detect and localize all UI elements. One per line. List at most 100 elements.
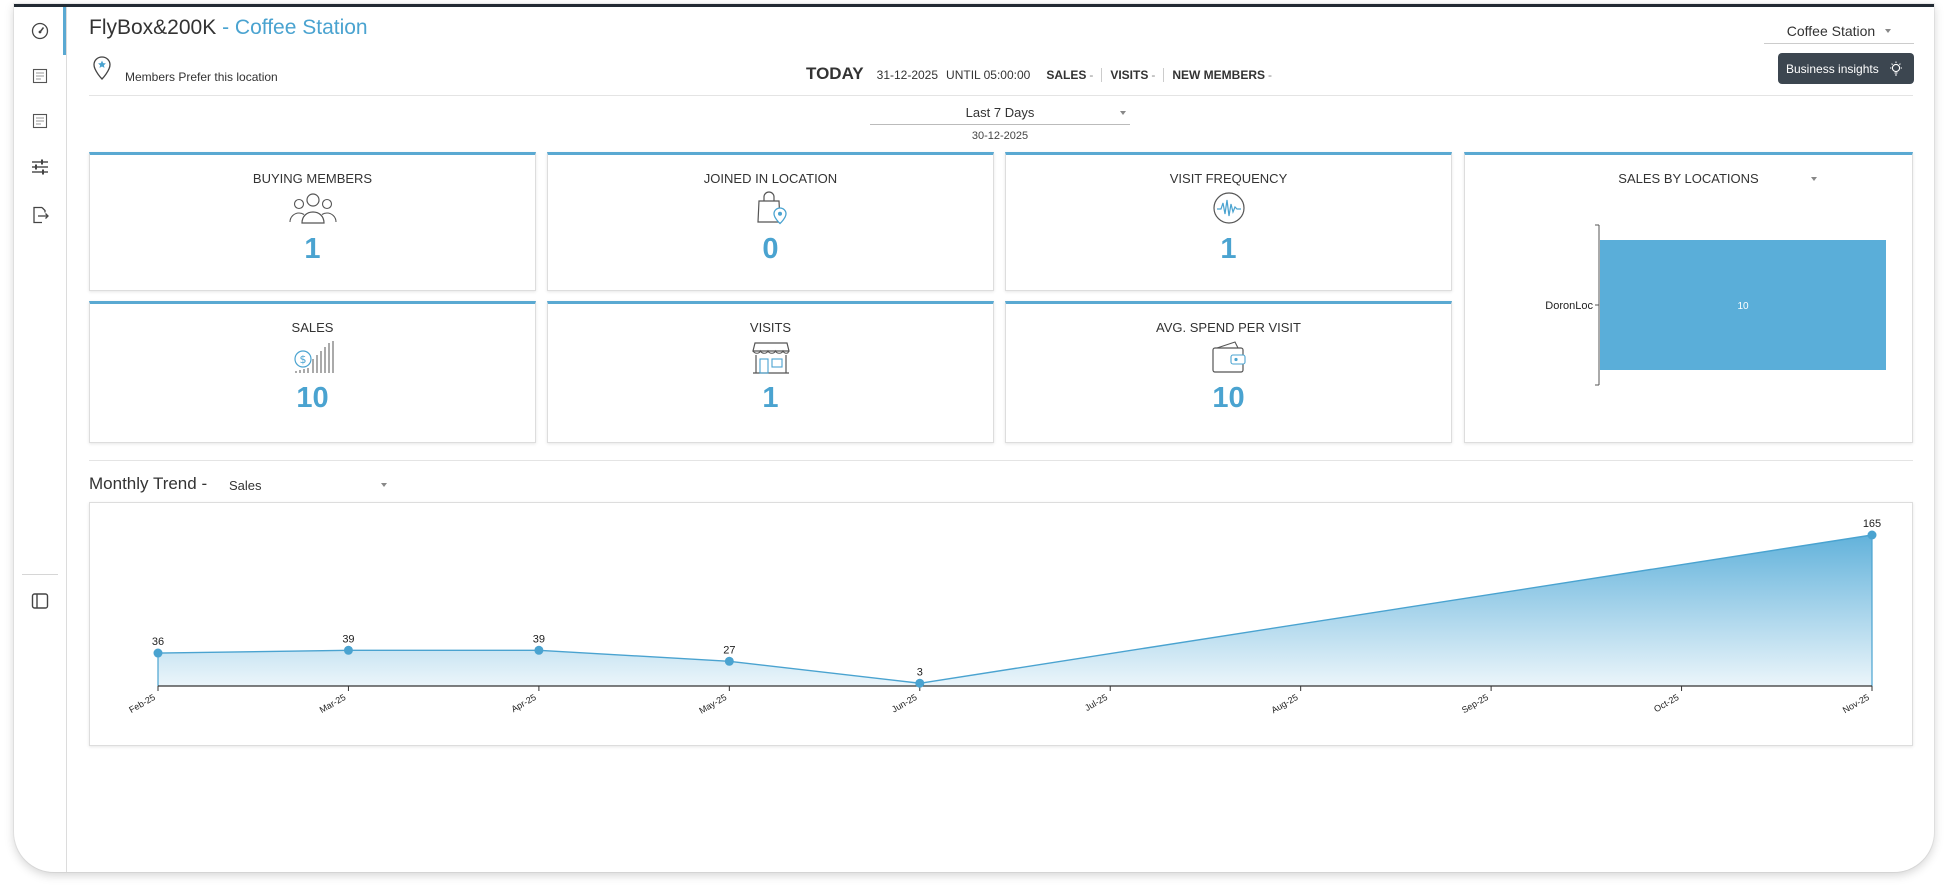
kpi-value: 1: [762, 382, 779, 414]
sidebar-item-settings[interactable]: [26, 153, 54, 181]
business-insights-label: Business insights: [1786, 61, 1879, 76]
x-tick-label: Jun-25: [890, 692, 919, 714]
report-icon: [32, 68, 48, 84]
kpi-card-sales: SALES $ 10: [89, 301, 536, 443]
logout-icon: [33, 206, 49, 224]
area-fill: [158, 535, 1872, 686]
series-line: [157, 534, 1873, 684]
date-range-value: Last 7 Days: [965, 105, 1035, 120]
kpi-value: 10: [1212, 382, 1245, 414]
today-metric-label: VISITS: [1110, 68, 1149, 82]
today-label: TODAY: [806, 64, 864, 83]
bar-category-label: DoronLoc: [1545, 300, 1593, 312]
data-point[interactable]: [153, 648, 163, 658]
sidebar-separator: [22, 574, 58, 575]
location-pin-icon: [93, 56, 111, 80]
app-frame: FlyBox&200K - Coffee Station Coffee Stat…: [14, 4, 1934, 872]
kpi-title: BUYING MEMBERS: [252, 171, 373, 186]
wallet-icon: [1211, 341, 1246, 373]
chevron-down-icon: [1811, 177, 1817, 181]
kpi-card-joined-in-location: JOINED IN LOCATION 0: [547, 152, 994, 291]
sidebar-item-logout[interactable]: [26, 201, 54, 229]
x-tick-label: Nov-25: [1841, 692, 1871, 715]
today-summary-bar: TODAY 31-12-2025 UNTIL 05:00:00 SALES - V…: [806, 64, 1280, 84]
lightbulb-icon: [1890, 61, 1902, 76]
location-select[interactable]: Coffee Station: [1764, 18, 1914, 44]
kpi-card-avg-spend: AVG. SPEND PER VISIT 10: [1005, 301, 1452, 443]
monthly-trend-metric-select[interactable]: Sales: [229, 474, 387, 496]
x-tick-label: Mar-25: [318, 692, 348, 715]
dollar-bars-icon: $: [293, 341, 333, 373]
monthly-trend-title: Monthly Trend -: [89, 474, 208, 493]
monthly-trend-metric-value: Sales: [229, 477, 262, 493]
page-title: FlyBox&200K - Coffee Station: [89, 16, 368, 40]
x-tick-label: Jul-25: [1083, 692, 1109, 713]
data-point[interactable]: [534, 645, 544, 655]
window-top-strip: [14, 4, 1934, 7]
members-icon: [288, 193, 337, 224]
today-metric-value: -: [1268, 68, 1273, 82]
sidebar-item-dashboard[interactable]: [26, 17, 54, 45]
sliders-icon: [32, 159, 48, 175]
sidebar-item-toggle-panel[interactable]: [26, 587, 54, 615]
sales-by-locations-label: SALES BY LOCATIONS: [1618, 171, 1759, 186]
sales-by-locations-card: SALES BY LOCATIONS DoronLoc 10: [1464, 152, 1913, 443]
kpi-title: AVG. SPEND PER VISIT: [1156, 320, 1301, 335]
today-metric-sales[interactable]: SALES -: [1038, 68, 1101, 82]
x-tick-label: Oct-25: [1652, 692, 1680, 714]
x-tick-label: Feb-25: [127, 692, 157, 715]
today-metric-label: NEW MEMBERS: [1172, 68, 1266, 82]
sidebar: [14, 7, 67, 872]
pulse-icon: [1212, 192, 1245, 224]
date-range-select[interactable]: Last 7 Days: [870, 101, 1130, 125]
today-until: UNTIL 05:00:00: [946, 68, 1031, 82]
kpi-value: 1: [304, 233, 321, 265]
sales-by-locations-chart: DoronLoc 10: [1545, 224, 1886, 386]
today-metric-visits[interactable]: VISITS -: [1101, 68, 1163, 82]
kpi-card-visit-frequency: VISIT FREQUENCY 1: [1005, 152, 1452, 291]
data-point[interactable]: [724, 656, 734, 666]
data-point[interactable]: [343, 645, 353, 655]
location-name: Coffee Station: [234, 16, 368, 39]
monthly-trend-chart: Feb-25 Mar-25 Apr-25 May-25 Jun-25 Jul-25 Aug-…: [127, 518, 1881, 716]
chevron-down-icon: [1885, 28, 1892, 33]
business-insights-button[interactable]: Business insights: [1778, 53, 1914, 84]
x-tick-label: May-25: [697, 692, 728, 716]
kpi-title: VISIT FREQUENCY: [1169, 171, 1288, 186]
data-point[interactable]: [1867, 530, 1877, 540]
chevron-down-icon: [1120, 111, 1126, 115]
chevron-down-icon: [381, 483, 387, 487]
sidebar-item-report-1[interactable]: [26, 62, 54, 90]
sales-by-locations-title[interactable]: SALES BY LOCATIONS: [1465, 171, 1912, 186]
x-tick-label: Sep-25: [1460, 692, 1490, 715]
sidebar-item-report-2[interactable]: [26, 107, 54, 135]
today-date: 31-12-2025: [876, 68, 939, 82]
sidebar-active-indicator: [63, 7, 66, 55]
data-label: 39: [533, 633, 545, 645]
data-label: 39: [342, 633, 354, 645]
data-label: 165: [1863, 518, 1881, 530]
title-separator: -: [216, 16, 235, 39]
today-metric-value: -: [1089, 68, 1094, 82]
data-point[interactable]: [915, 678, 925, 688]
data-label: 36: [152, 636, 164, 648]
kpi-card-visits: VISITS 1: [547, 301, 994, 443]
today-metric-new-members[interactable]: NEW MEMBERS -: [1163, 68, 1280, 82]
report-icon: [32, 113, 48, 129]
panel-icon: [31, 593, 49, 609]
date-range-date: 30-12-2025: [971, 130, 1029, 142]
kpi-title: SALES: [291, 320, 334, 335]
today-metric-value: -: [1151, 68, 1156, 82]
x-tick-label: Apr-25: [509, 692, 537, 714]
kpi-value: 1: [1220, 233, 1237, 265]
data-label: 3: [917, 666, 923, 678]
bar[interactable]: [1600, 240, 1886, 370]
gauge-icon: [31, 22, 49, 40]
bag-location-icon: [756, 191, 787, 225]
storefront-icon: [751, 342, 790, 374]
x-tick-label: Aug-25: [1270, 692, 1300, 715]
header-divider: [89, 95, 1913, 96]
kpi-card-buying-members: BUYING MEMBERS 1: [89, 152, 536, 291]
today-metric-label: SALES: [1046, 68, 1087, 82]
svg-text:$: $: [299, 353, 306, 366]
